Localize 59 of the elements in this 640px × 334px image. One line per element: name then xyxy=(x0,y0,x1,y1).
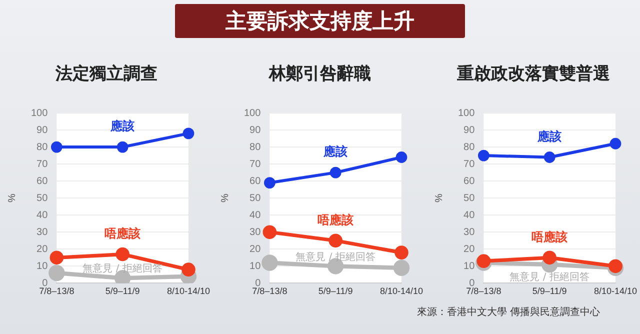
y-tick-label: 70 xyxy=(36,158,48,170)
x-tick-label: 7/8–13/8 xyxy=(466,286,501,296)
y-tick-label: 30 xyxy=(250,226,262,238)
y-tick-label: 60 xyxy=(36,176,48,187)
x-tick-label: 5/9–11/9 xyxy=(318,286,354,296)
y-tick-label: 50 xyxy=(463,192,475,204)
y-tick-label: 40 xyxy=(36,210,48,221)
y-tick-label: 50 xyxy=(36,192,48,204)
series-label: 無意見 / 拒絕回答 xyxy=(82,262,162,275)
y-tick-label: 30 xyxy=(36,226,48,238)
y-tick-label: 30 xyxy=(463,226,475,238)
y-axis-title: % xyxy=(6,194,18,203)
y-tick-label: 100 xyxy=(458,108,475,119)
x-tick-label: 8/10-14/10 xyxy=(594,286,637,296)
y-tick-label: 0 xyxy=(42,278,48,289)
y-tick-label: 100 xyxy=(244,108,262,119)
y-tick-label: 90 xyxy=(36,124,48,136)
y-tick-label: 20 xyxy=(36,244,48,255)
y-tick-label: 10 xyxy=(250,260,262,272)
x-tick-label: 8/10-14/10 xyxy=(380,286,424,296)
chart-title: 重啟政改落實雙普選 xyxy=(456,64,610,84)
chart-title: 林鄭引咎辭職 xyxy=(268,64,371,84)
text: 主要訴求支持度上升 xyxy=(175,4,465,38)
y-tick-label: 20 xyxy=(463,244,475,255)
x-tick-label: 7/8–13/8 xyxy=(39,286,74,296)
y-tick-label: 20 xyxy=(250,244,262,255)
y-tick-label: 60 xyxy=(250,176,262,187)
x-tick-label: 7/8–13/8 xyxy=(252,286,288,296)
series-label: 應該 xyxy=(110,119,135,134)
y-tick-label: 90 xyxy=(250,124,262,136)
series-label: 唔應該 xyxy=(318,212,354,227)
y-tick-label: 40 xyxy=(463,210,475,221)
x-tick-label: 8/10-14/10 xyxy=(166,286,210,296)
x-tick-label: 5/9–11/9 xyxy=(105,286,140,296)
y-tick-label: 0 xyxy=(468,278,475,289)
y-axis-title: % xyxy=(433,194,444,203)
chart-title: 法定獨立調查 xyxy=(56,64,158,84)
y-tick-label: 60 xyxy=(463,176,475,187)
y-tick-label: 0 xyxy=(255,278,262,289)
y-tick-label: 50 xyxy=(250,192,262,204)
x-tick-label: 5/9–11/9 xyxy=(532,286,566,296)
y-tick-label: 100 xyxy=(30,108,48,119)
y-tick-label: 80 xyxy=(36,142,48,153)
series-label: 無意見 / 拒絕回答 xyxy=(509,271,590,284)
y-tick-label: 70 xyxy=(250,158,262,170)
y-tick-label: 10 xyxy=(36,260,48,272)
y-tick-label: 80 xyxy=(250,142,262,153)
series-label: 應該 xyxy=(536,129,562,144)
series-label: 唔應該 xyxy=(104,226,141,240)
y-tick-label: 70 xyxy=(463,158,475,170)
y-axis-title: % xyxy=(220,194,232,203)
series-label: 無意見 / 拒絕回答 xyxy=(296,250,376,263)
text: 來源：香港中文大學 傳播與民意調查中心 xyxy=(416,306,600,319)
series-label: 應該 xyxy=(322,144,348,159)
y-tick-label: 90 xyxy=(463,124,475,136)
series-label: 唔應該 xyxy=(531,230,568,244)
y-tick-label: 10 xyxy=(463,260,475,272)
y-tick-label: 80 xyxy=(463,142,475,153)
y-tick-label: 40 xyxy=(250,210,262,221)
